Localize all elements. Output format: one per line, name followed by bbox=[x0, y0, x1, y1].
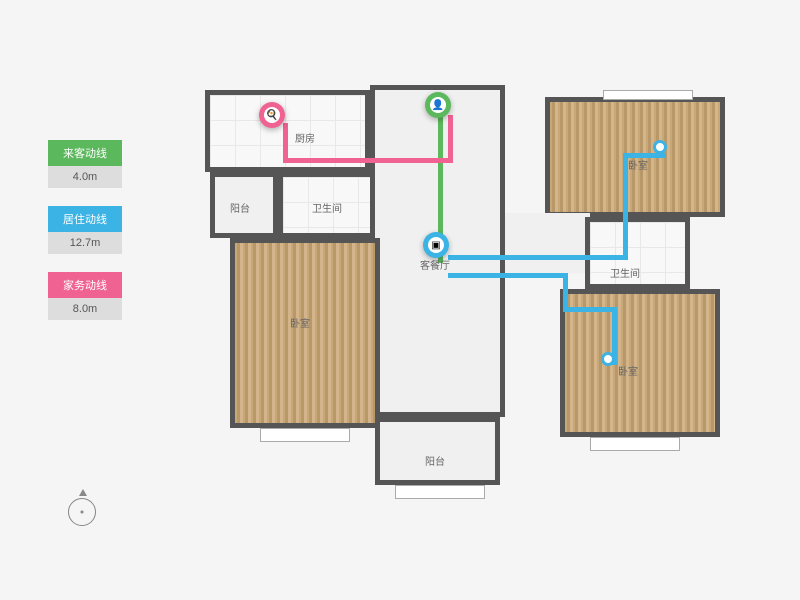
room-label: 卫生间 bbox=[312, 200, 342, 215]
legend-live-label: 居住动线 bbox=[48, 206, 122, 232]
legend-guest: 来客动线 4.0m bbox=[48, 140, 122, 188]
path-chore-segment bbox=[448, 115, 453, 163]
node-bedroom-se bbox=[601, 352, 615, 366]
room-bedroom_sw bbox=[230, 238, 380, 428]
node-kitchen-icon: 🍳 bbox=[259, 102, 285, 128]
path-chore-segment bbox=[283, 123, 288, 163]
path-chore-segment bbox=[288, 158, 453, 163]
room-label: 卧室 bbox=[618, 363, 638, 378]
floorplan: 厨房阳台卫生间卧室客餐厅卧室卫生间卧室阳台 👤🍳▣ bbox=[190, 85, 740, 505]
window-mark bbox=[590, 437, 680, 451]
room-label: 厨房 bbox=[295, 130, 315, 145]
room-corridor bbox=[505, 213, 590, 273]
window-mark bbox=[260, 428, 350, 442]
path-live-segment bbox=[563, 307, 617, 312]
legend-guest-label: 来客动线 bbox=[48, 140, 122, 166]
node-entrance-icon: 👤 bbox=[425, 92, 451, 118]
room-label: 阳台 bbox=[230, 200, 250, 215]
room-label: 卧室 bbox=[290, 315, 310, 330]
window-mark bbox=[603, 90, 693, 100]
room-balcony_s bbox=[375, 417, 500, 485]
path-live-segment bbox=[563, 273, 568, 312]
window-mark bbox=[395, 485, 485, 499]
path-live-segment bbox=[448, 255, 628, 260]
legend-chore-value: 8.0m bbox=[48, 298, 122, 320]
legend-chore-label: 家务动线 bbox=[48, 272, 122, 298]
room-label: 阳台 bbox=[425, 453, 445, 468]
compass-icon bbox=[68, 498, 98, 532]
room-label: 卫生间 bbox=[610, 265, 640, 280]
legend: 来客动线 4.0m 居住动线 12.7m 家务动线 8.0m bbox=[48, 140, 122, 338]
legend-guest-value: 4.0m bbox=[48, 166, 122, 188]
room-label: 客餐厅 bbox=[420, 257, 450, 272]
legend-live-value: 12.7m bbox=[48, 232, 122, 254]
node-bedroom-ne bbox=[653, 140, 667, 154]
node-living-icon: ▣ bbox=[423, 232, 449, 258]
legend-live: 居住动线 12.7m bbox=[48, 206, 122, 254]
legend-chore: 家务动线 8.0m bbox=[48, 272, 122, 320]
path-live-segment bbox=[448, 273, 568, 278]
room-label: 卧室 bbox=[628, 157, 648, 172]
